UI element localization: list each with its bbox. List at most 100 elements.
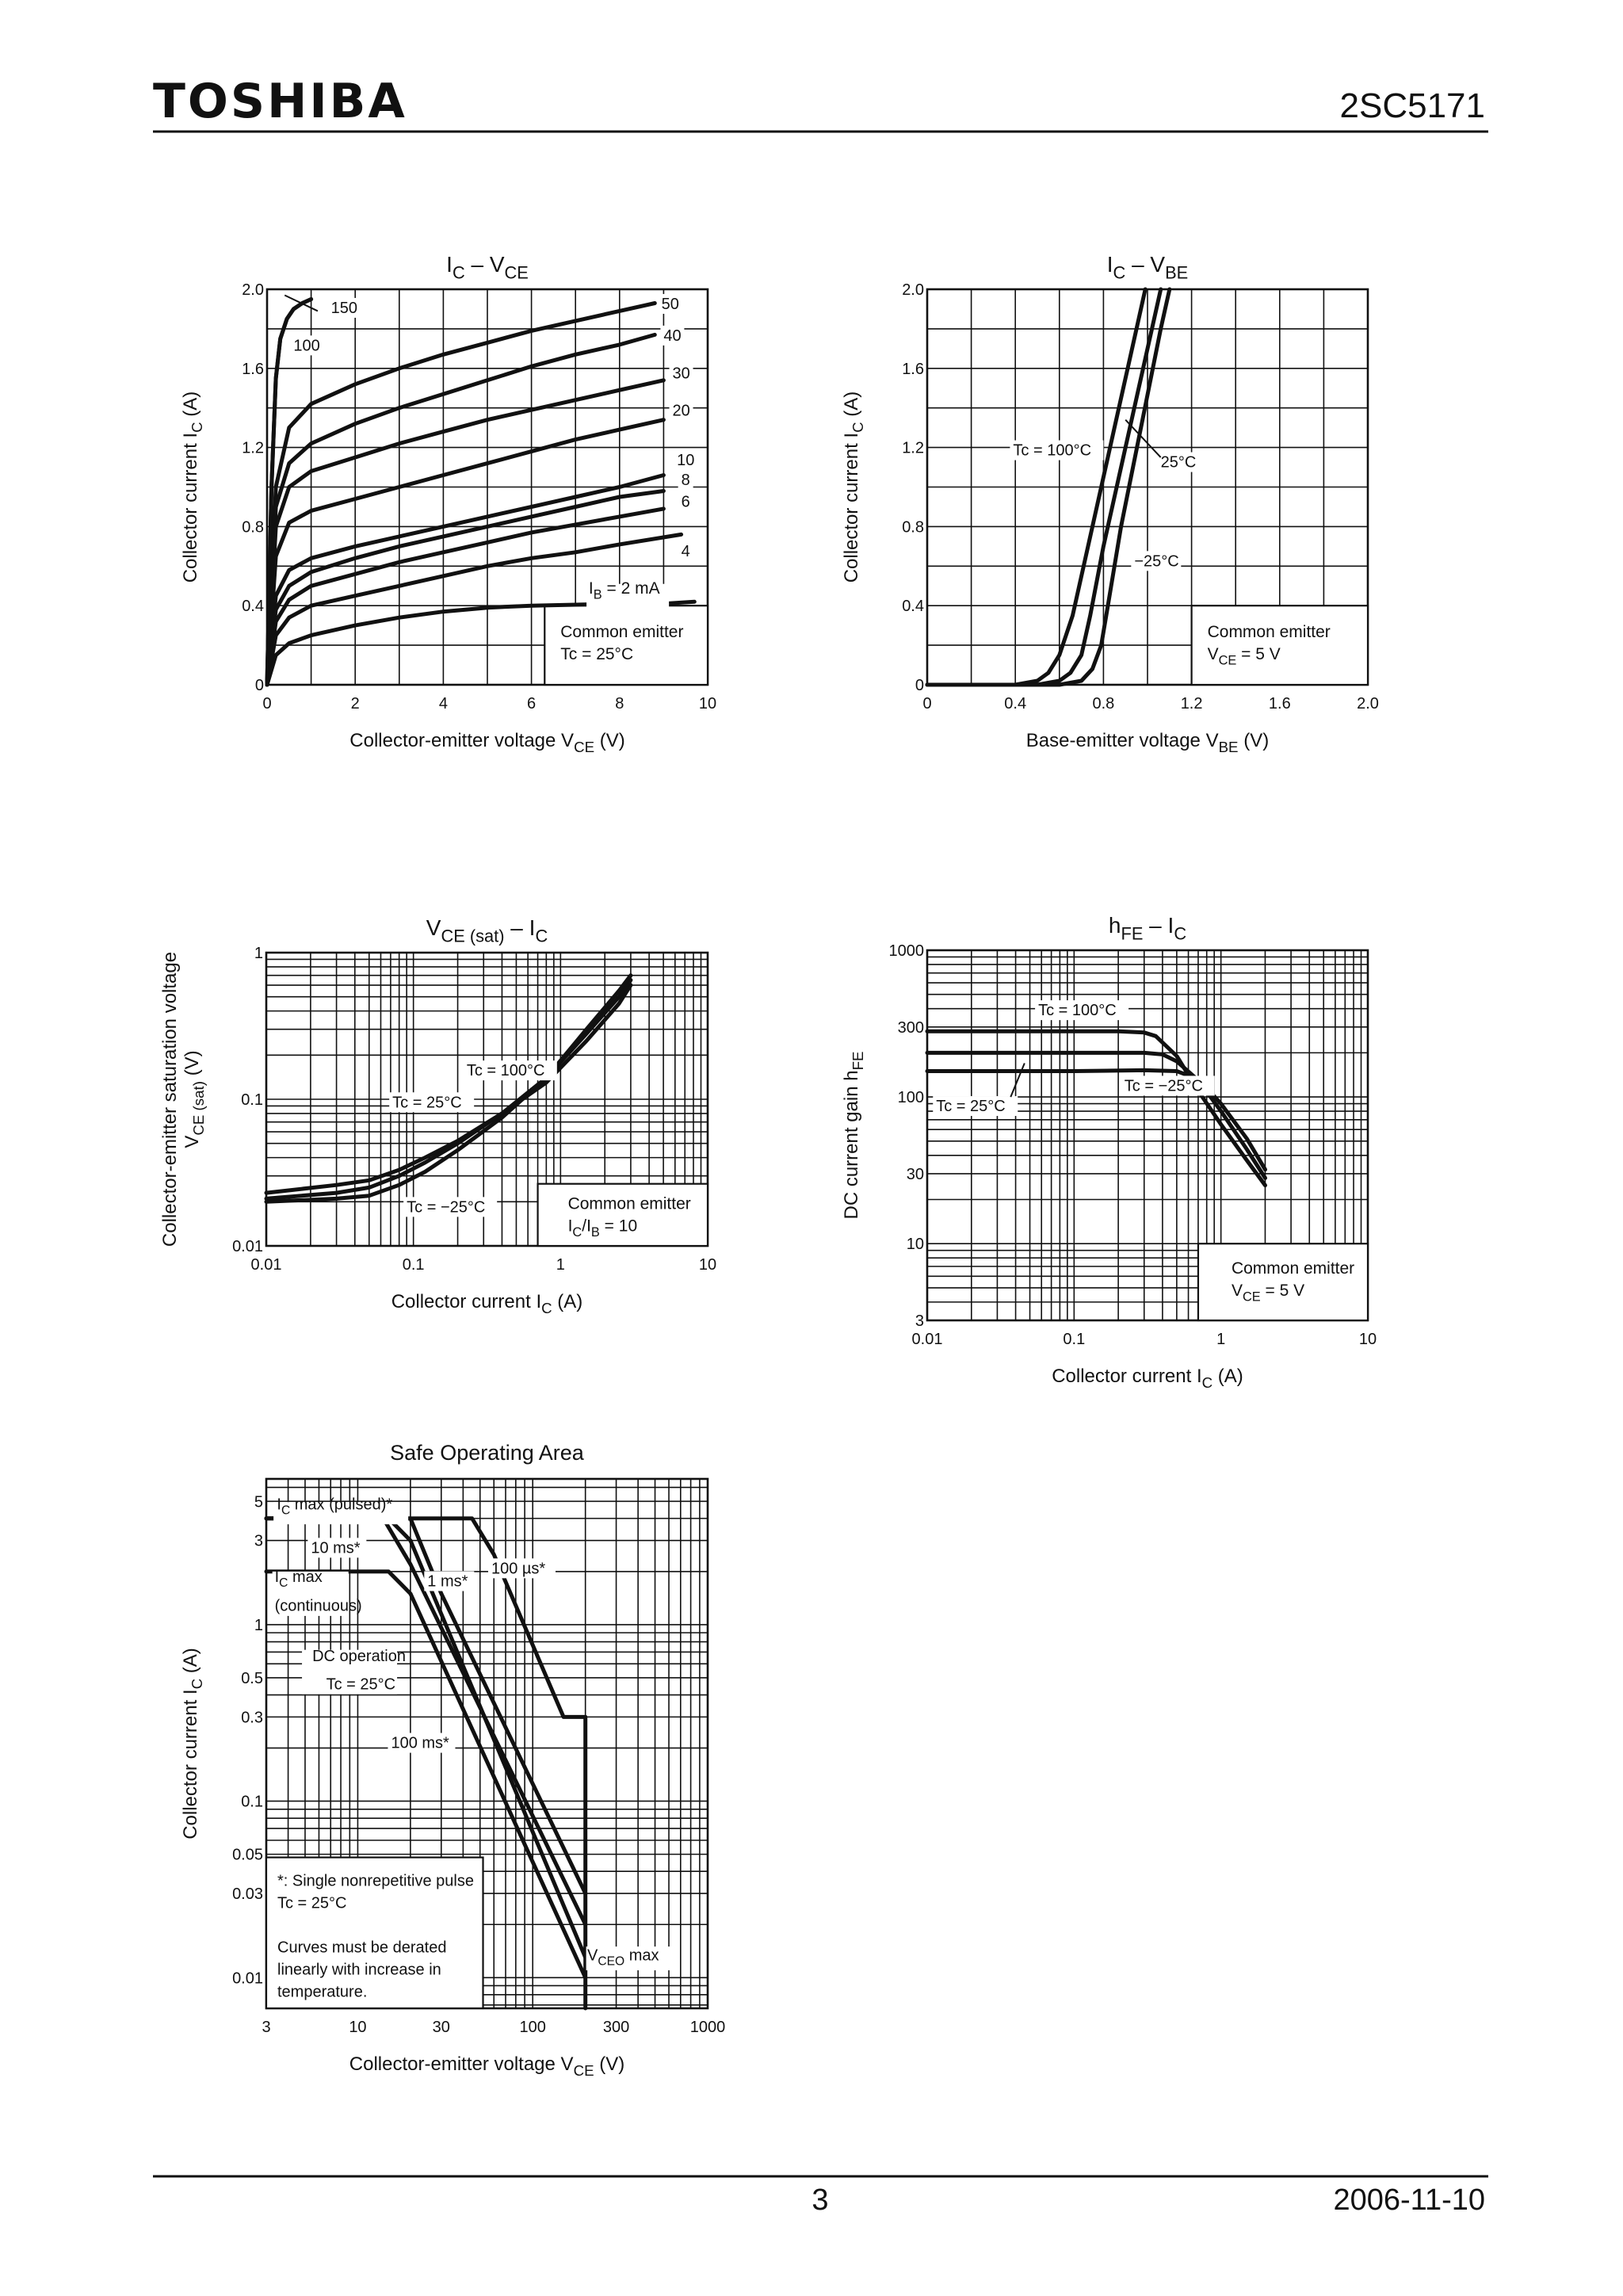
ms100-label: 100 ms* — [391, 1735, 449, 1752]
y-axis-label: Collector-emitter saturation voltage — [159, 952, 181, 1247]
text-run: Collector-emitter voltage — [349, 2053, 561, 2075]
x-tick-label: 0.4 — [1004, 695, 1026, 712]
series-label: 25°C — [1161, 454, 1197, 472]
leader-line — [284, 294, 319, 312]
ms100-label-bg — [388, 1733, 456, 1753]
series-label: −25°C — [1134, 552, 1178, 570]
series-label: Tc = 25°C — [936, 1098, 1005, 1115]
x-tick-label: 0.01 — [912, 1331, 943, 1348]
note-line: Common emitter — [560, 623, 683, 641]
chart-title: Safe Operating Area — [390, 1441, 585, 1465]
footer-date: 2006-11-10 — [1333, 2183, 1485, 2217]
note-box — [1197, 1243, 1369, 1322]
series-curve — [264, 983, 633, 1195]
subscript: CE (sat) — [441, 926, 504, 946]
dc-label: DC operation — [312, 1648, 406, 1665]
y-tick-label: 0 — [255, 677, 264, 694]
x-tick-label: 6 — [527, 695, 536, 712]
note-box — [544, 605, 709, 686]
series-curve — [265, 489, 666, 687]
x-tick-label: 2.0 — [1357, 695, 1379, 712]
dc-temp-label: Tc = 25°C — [327, 1676, 395, 1694]
text-run: (V) — [1239, 730, 1270, 751]
series-curve — [264, 978, 633, 1201]
vceo-bg — [586, 1946, 674, 1971]
note-line: temperature. — [277, 1984, 367, 2001]
plot-frame — [265, 288, 709, 686]
text-run: I — [277, 1496, 281, 1513]
series-curve — [925, 1050, 1267, 1180]
subscript: B — [594, 588, 602, 602]
text-run: I — [180, 1689, 201, 1694]
y-tick-label: 0.1 — [241, 1794, 263, 1811]
chart-title: IC – VCE — [446, 252, 529, 282]
note-line: Common emitter — [568, 1195, 691, 1213]
subscript: CE — [574, 2062, 594, 2079]
curve-label: 20 — [673, 403, 690, 420]
continuous-label: (continuous) — [275, 1597, 362, 1614]
series-curve — [265, 418, 666, 687]
series-curve — [265, 378, 666, 687]
note-line: IC/IB = 10 — [568, 1217, 638, 1240]
text-run: V — [561, 2053, 574, 2075]
x-tick-label: 300 — [603, 2019, 629, 2036]
us100-label-bg — [487, 1558, 556, 1579]
y-tick-label: 0.8 — [902, 518, 924, 536]
y-tick-label: 10 — [907, 1236, 924, 1253]
text-run: (V) — [181, 1050, 203, 1081]
series-label-bg — [1010, 440, 1104, 460]
text-run: (A) — [180, 392, 201, 422]
x-axis-label: Collector-emitter voltage VCE (V) — [349, 730, 624, 755]
series-curve — [265, 532, 684, 687]
y-tick-label: 0.03 — [232, 1885, 263, 1903]
ms1-label-bg — [424, 1571, 475, 1591]
series-curve — [925, 287, 1172, 687]
text-run: – I — [1143, 913, 1174, 938]
subscript: C — [850, 422, 866, 433]
subscript: B — [591, 1225, 600, 1240]
curve-label: 6 — [682, 493, 690, 510]
text-run: (V) — [594, 730, 625, 751]
x-tick-label: 10 — [349, 2019, 366, 2036]
curve-label: 150 — [331, 300, 357, 317]
text-run: V — [561, 730, 574, 751]
series-curve — [925, 1029, 1267, 1188]
x-tick-label: 1.2 — [1181, 695, 1203, 712]
text-run: V — [426, 915, 441, 940]
subscript: C — [572, 1225, 582, 1240]
text-run: V — [1232, 1282, 1243, 1300]
series-label-bg — [1121, 1075, 1215, 1096]
ib-label-bg — [586, 583, 670, 608]
curve-label-bg — [669, 363, 693, 384]
text-run: V — [1206, 730, 1219, 751]
text-run: I — [1107, 252, 1113, 277]
series-curve — [264, 973, 633, 1204]
series-label-bg — [933, 1096, 1018, 1117]
note-line: VCE = 5 V — [1208, 645, 1281, 667]
text-run: I — [841, 433, 862, 438]
plot-frame — [265, 951, 709, 1247]
series-label-bg — [389, 1092, 475, 1113]
note-line: VCE = 5 V — [1232, 1282, 1304, 1304]
series-label-bg — [1131, 551, 1182, 571]
text-run: (A) — [180, 1648, 201, 1679]
y-tick-label: 1 — [254, 1617, 263, 1634]
curve-label: 4 — [682, 543, 690, 560]
x-tick-label: 0.01 — [251, 1256, 282, 1274]
y-tick-label: 0.01 — [232, 1238, 263, 1255]
y-tick-label: 0.4 — [242, 598, 264, 615]
curve-label-bg — [678, 470, 693, 491]
note-line: Tc = 25°C — [277, 1895, 346, 1912]
text-run: I — [1197, 1366, 1202, 1387]
note-line: Common emitter — [1208, 623, 1331, 641]
text-run: /I — [582, 1217, 591, 1236]
subscript: CE — [574, 739, 594, 755]
us100-label: 100 µs* — [491, 1560, 545, 1577]
text-run: – I — [505, 915, 536, 940]
text-run: Collector current — [180, 438, 201, 583]
ms1-label: 1 ms* — [427, 1573, 468, 1591]
subscript: CE — [1243, 1290, 1261, 1305]
chart-title: IC – VBE — [1107, 252, 1188, 282]
text-run: = 5 V — [1261, 1282, 1304, 1300]
